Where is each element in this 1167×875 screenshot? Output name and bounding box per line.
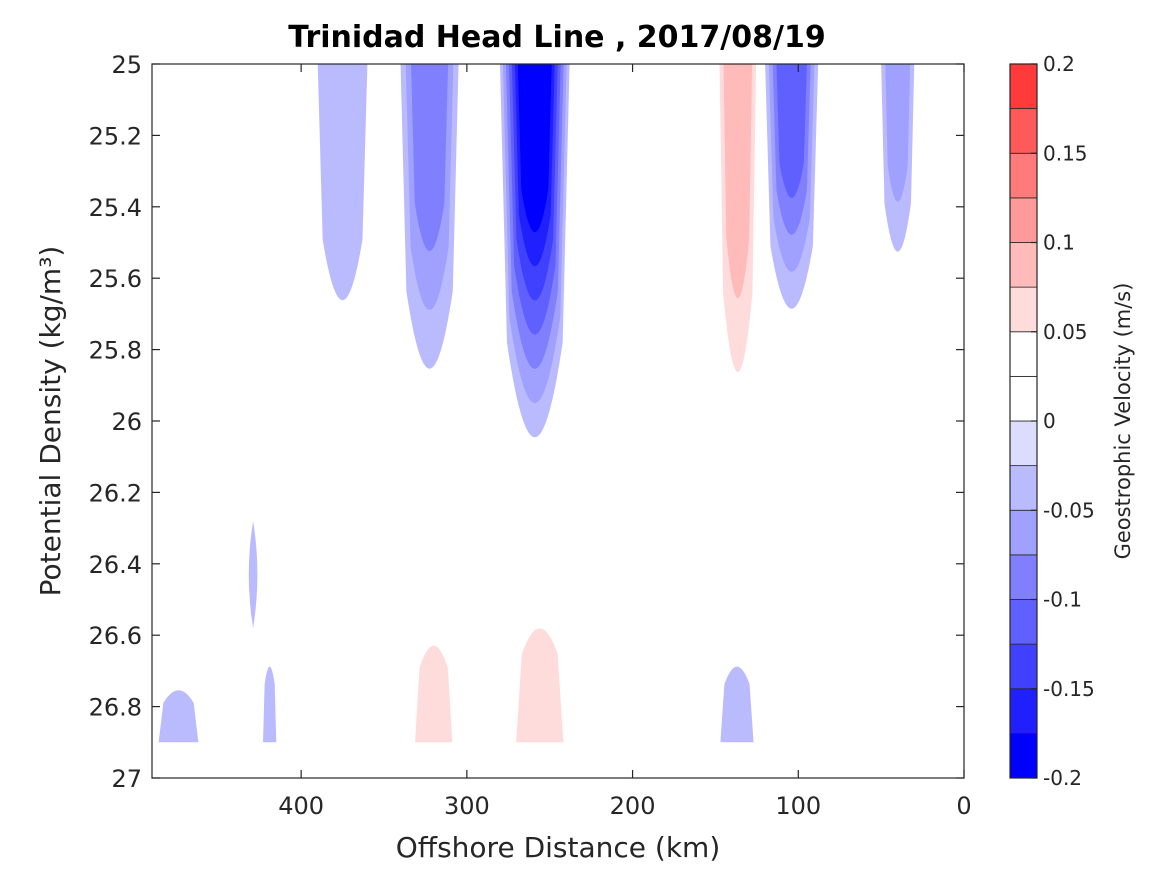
colorbar-band bbox=[1009, 688, 1038, 734]
y-tick-label: 26.4 bbox=[89, 551, 142, 579]
contour-region-17-level-1 bbox=[773, 646, 802, 743]
contour-region-9-level-1 bbox=[844, 64, 855, 124]
colorbar-band bbox=[1009, 152, 1038, 199]
contour-region-3-level-3 bbox=[411, 64, 449, 252]
y-axis-label: Potential Density (kg/m³) bbox=[34, 246, 67, 597]
colorbar-tick-label: 0.2 bbox=[1043, 52, 1075, 76]
contour-region-18-level-1 bbox=[158, 690, 199, 743]
x-tick-label: 100 bbox=[775, 792, 821, 820]
colorbar-band bbox=[1009, 242, 1038, 288]
colorbar-band bbox=[1009, 465, 1038, 511]
y-axis-ticks: 25 25.2 25.4 25.6 25.8 26 26.2 26.4 26.6 26.8 27 bbox=[89, 51, 964, 793]
y-tick-label: 25 bbox=[111, 51, 142, 79]
contour-region-4-level-1 bbox=[478, 64, 489, 301]
colorbar-band bbox=[1009, 63, 1038, 110]
contour-region-16-level-1 bbox=[720, 666, 754, 743]
y-tick-label: 26.2 bbox=[89, 479, 142, 507]
contour-region-8-level-4 bbox=[776, 64, 807, 198]
contour-region-2-level-1 bbox=[317, 64, 368, 301]
colorbar-tick-label: 0.05 bbox=[1043, 320, 1088, 344]
colorbar-band bbox=[1009, 420, 1038, 467]
contour-region-21-level-1 bbox=[872, 716, 898, 743]
x-tick-label: 0 bbox=[956, 792, 971, 820]
y-tick-label: 25.4 bbox=[89, 194, 142, 222]
colorbar-tick-label: 0.1 bbox=[1043, 231, 1075, 255]
contour-region-5-level-7 bbox=[517, 64, 552, 233]
colorbar-tick-label: -0.15 bbox=[1043, 677, 1095, 701]
colorbar-band bbox=[1009, 509, 1038, 556]
colorbar-label: Geostrophic Velocity (m/s) bbox=[1111, 283, 1135, 560]
colorbar-bands bbox=[1009, 63, 1038, 779]
colorbar-band bbox=[1009, 554, 1038, 600]
plot-area: 400 300 200 100 0 25 25.2 25.4 25.6 25.8 26 26.2 26… bbox=[89, 51, 972, 820]
x-axis-label: Offshore Distance (km) bbox=[396, 831, 721, 864]
contour-region-19-level-1 bbox=[263, 666, 277, 743]
colorbar-band bbox=[1009, 286, 1038, 333]
contour-region-6-level-1 bbox=[591, 64, 658, 281]
colorbar-tick-label: 0.15 bbox=[1043, 141, 1088, 165]
x-tick-label: 300 bbox=[444, 792, 490, 820]
colorbar-band bbox=[1009, 643, 1038, 690]
colorbar-band bbox=[1009, 375, 1038, 422]
contour-region-1-level-1 bbox=[243, 64, 285, 244]
colorbar-band bbox=[1009, 599, 1038, 645]
y-tick-label: 25.8 bbox=[89, 337, 142, 365]
y-tick-label: 25.6 bbox=[89, 265, 142, 293]
contour-region-0-level-1 bbox=[176, 64, 202, 166]
y-tick-label: 26 bbox=[111, 408, 142, 436]
contour-fills bbox=[157, 64, 915, 743]
x-tick-label: 200 bbox=[610, 792, 656, 820]
colorbar-tick-label: -0.2 bbox=[1043, 766, 1082, 790]
y-tick-label: 27 bbox=[111, 765, 142, 793]
y-tick-label: 26.6 bbox=[89, 622, 142, 650]
colorbar-band bbox=[1009, 732, 1038, 779]
colorbar-tick-label: -0.1 bbox=[1043, 588, 1082, 612]
contour-region-15-level-2 bbox=[516, 628, 564, 743]
y-tick-label: 26.8 bbox=[89, 694, 142, 722]
contour-region-10-level-2 bbox=[885, 64, 911, 202]
contour-region-7-level-3 bbox=[723, 64, 753, 299]
contour-region-20-level-1 bbox=[317, 707, 343, 743]
contour-region-14-level-2 bbox=[415, 645, 453, 743]
colorbar: -0.2 -0.15 -0.1 -0.05 0 0.05 0.1 0.15 0.2 bbox=[1009, 52, 1095, 790]
x-tick-label: 400 bbox=[278, 792, 324, 820]
x-axis-ticks: 400 300 200 100 0 bbox=[278, 64, 972, 820]
chart-title: Trinidad Head Line , 2017/08/19 bbox=[288, 20, 825, 55]
colorbar-band bbox=[1009, 331, 1038, 377]
colorbar-band bbox=[1009, 108, 1038, 154]
colorbar-tick-label: -0.05 bbox=[1043, 498, 1095, 522]
colorbar-ticks: -0.2 -0.15 -0.1 -0.05 0 0.05 0.1 0.15 0.2 bbox=[1031, 52, 1095, 790]
colorbar-band bbox=[1009, 197, 1038, 243]
colorbar-tick-label: 0 bbox=[1043, 409, 1056, 433]
y-tick-label: 25.2 bbox=[89, 122, 142, 150]
contour-region-13-level-1 bbox=[907, 492, 914, 582]
contour-region-12-level-1 bbox=[248, 520, 258, 629]
contour-region-11-level-1 bbox=[157, 331, 172, 582]
